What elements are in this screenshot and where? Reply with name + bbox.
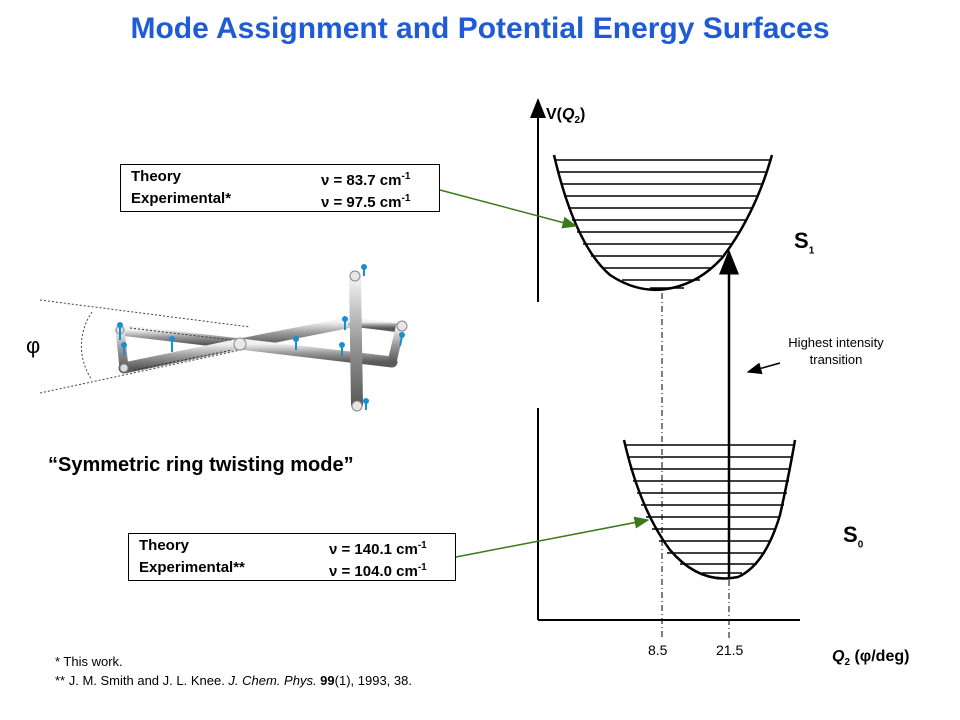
state-label-s1: S1 [794,228,815,257]
x-axis-label: Q2 (φ/deg) [832,648,910,669]
row-value: ν = 140.1 cm-1 [329,540,427,558]
row-value: ν = 97.5 cm-1 [321,193,411,211]
note-pointer-arrow [746,362,781,375]
callout-arrow-s1 [439,189,578,229]
row-value: ν = 83.7 cm-1 [321,171,411,189]
info-row: Experimental** ν = 104.0 cm-1 [139,559,445,581]
state-label-s0: S0 [843,522,864,551]
vibrational-levels-s1 [556,159,771,289]
angle-symbol: φ [26,333,41,358]
footnote-2: ** J. M. Smith and J. L. Knee. J. Chem. … [55,673,412,688]
potential-well-s0 [622,439,797,580]
info-row: Theory ν = 83.7 cm-1 [131,168,429,190]
info-box-s1: Theory ν = 83.7 cm-1 Experimental* ν = 9… [120,164,440,212]
row-label: Experimental* [131,190,232,207]
tick-label: 8.5 [648,642,668,658]
y-axis-label: V(Q2) [546,106,586,127]
vibrational-levels-s0 [625,444,794,574]
row-label: Theory [131,168,182,185]
transition-note: Highest intensity transition [788,335,884,367]
info-row: Theory ν = 140.1 cm-1 [139,537,445,559]
info-row: Experimental* ν = 97.5 cm-1 [131,190,429,212]
row-label: Experimental** [139,559,245,576]
row-label: Theory [139,537,190,554]
mode-caption: “Symmetric ring twisting mode” [48,454,354,476]
row-value: ν = 104.0 cm-1 [329,562,427,580]
page-title: Mode Assignment and Potential Energy Sur… [130,12,830,45]
twist-angle-indicator [39,299,251,394]
footnote-1: * This work. [55,654,123,669]
callout-arrow-s0 [455,516,650,558]
tick-label: 21.5 [716,642,744,658]
info-box-s0: Theory ν = 140.1 cm-1 Experimental** ν =… [128,533,456,581]
molecule-model [114,264,408,412]
potential-well-s1 [552,154,774,292]
